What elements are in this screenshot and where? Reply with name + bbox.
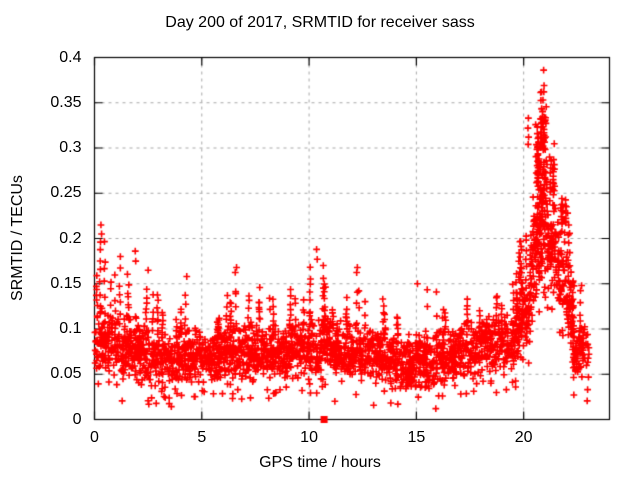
y-tick-label: 0.05 <box>50 365 82 383</box>
x-axis-title: GPS time / hours <box>259 454 381 471</box>
y-tick-label: 0.25 <box>50 184 82 202</box>
y-tick-label: 0.4 <box>59 48 82 66</box>
y-axis-title-text: SRMTID / TECUs <box>9 175 26 301</box>
y-tick-label: 0.2 <box>59 229 82 247</box>
y-tick-label: 0 <box>72 410 82 428</box>
chart-title: Day 200 of 2017, SRMTID for receiver sas… <box>165 14 475 31</box>
x-tick-label: 20 <box>514 428 533 446</box>
x-tick-label: 5 <box>197 428 207 446</box>
y-tick-label: 0.1 <box>59 320 82 337</box>
x-tick-label: 0 <box>90 428 99 446</box>
y-tick-label: 0.35 <box>50 93 82 111</box>
y-tick-label: 0.15 <box>50 274 82 292</box>
x-tick-label: 15 <box>407 428 426 446</box>
y-tick-label: 0.3 <box>59 139 82 156</box>
x-tick-label: 10 <box>300 428 318 446</box>
